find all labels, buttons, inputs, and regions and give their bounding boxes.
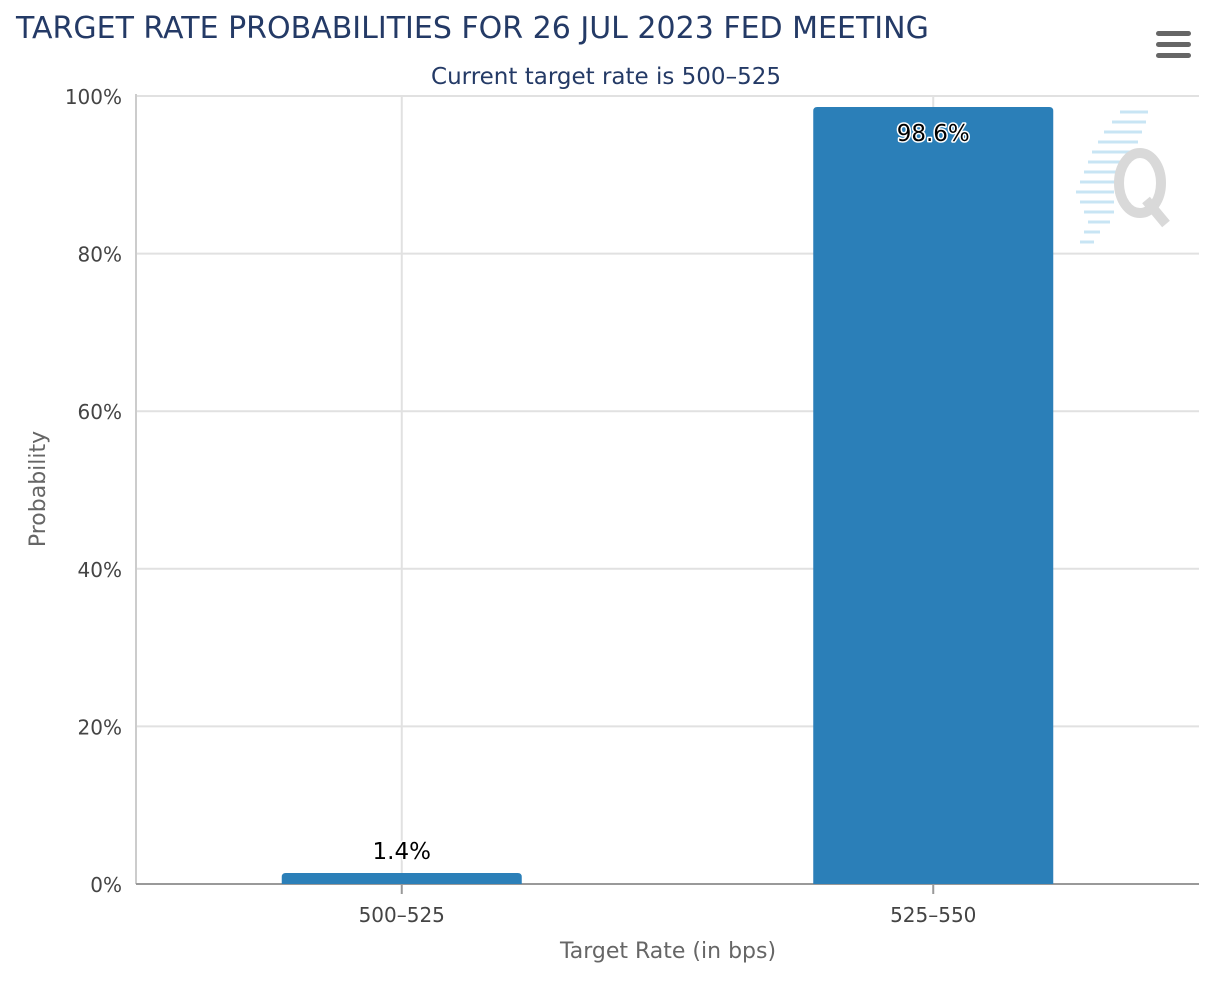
y-tick-label: 80% [78,243,122,267]
menu-button[interactable] [1150,24,1196,64]
y-tick-label: 20% [78,715,122,739]
x-tick-label: 500–525 [359,903,445,927]
x-tick-label: 525–550 [890,903,976,927]
chart-title: TARGET RATE PROBABILITIES FOR 26 JUL 202… [15,11,929,46]
labels-layer: 0% 20% 40% 60% 80% 100% 500–525 1.4% 525–550 98.6… [65,85,977,927]
y-tick-label: 60% [78,400,122,424]
y-tick-label: 100% [65,85,122,109]
chart-subtitle: Current target rate is 500–525 [431,64,781,90]
bar-2[interactable] [813,107,1054,885]
bar-1[interactable] [281,872,522,884]
x-axis-title: Target Rate (in bps) [559,939,776,964]
hamburger-menu-icon [1156,31,1191,58]
y-axis-title: Probability [26,431,51,547]
q-logo-watermark-icon [1076,110,1170,244]
y-tick-label: 40% [78,558,122,582]
data-label: 98.6% [897,121,970,147]
bars-layer [281,107,1054,885]
data-label: 1.4% [373,839,431,865]
y-tick-label: 0% [90,873,122,897]
